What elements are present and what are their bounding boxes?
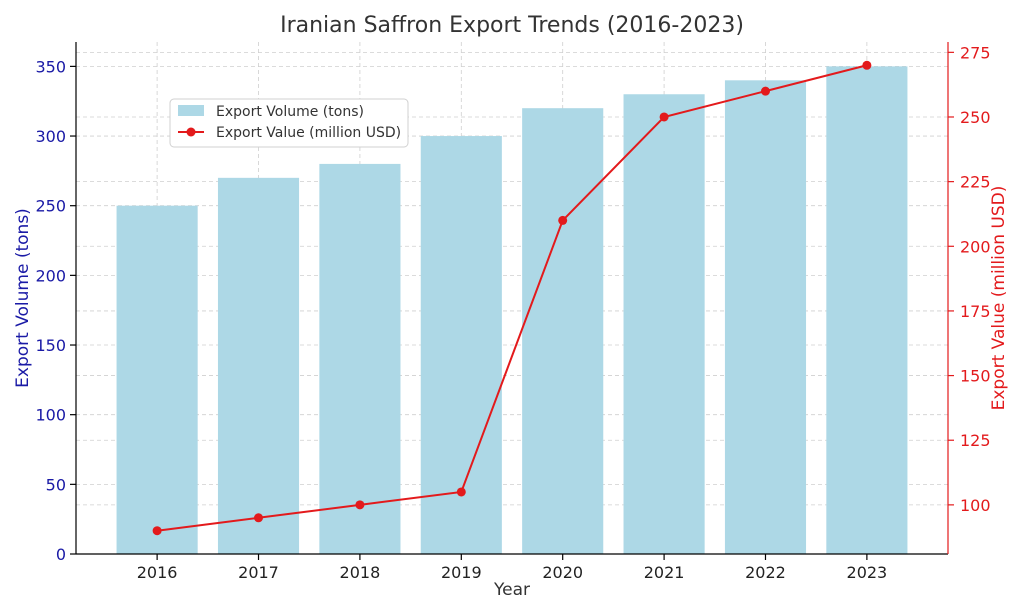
x-tick-label: 2022 bbox=[745, 563, 786, 582]
point-2019 bbox=[456, 487, 466, 497]
value-line bbox=[156, 64, 868, 532]
left-tick-label: 350 bbox=[35, 57, 66, 76]
point-2023 bbox=[862, 60, 872, 70]
bar-2018 bbox=[319, 163, 401, 554]
right-y-axis-title: Export Value (million USD) bbox=[989, 186, 1009, 411]
left-tick-label: 300 bbox=[35, 127, 66, 146]
tick-labels: 0 50 100 150 200 250 300 350 100 125 150 175 200 225 2… bbox=[35, 43, 990, 582]
bar-2022 bbox=[724, 80, 807, 554]
line-series bbox=[152, 60, 872, 536]
point-2017 bbox=[254, 513, 264, 523]
left-tick-label: 100 bbox=[35, 406, 66, 425]
left-tick-label: 250 bbox=[35, 197, 66, 216]
x-tick-label: 2018 bbox=[340, 563, 381, 582]
bar-2017 bbox=[217, 177, 300, 554]
x-tick-label: 2023 bbox=[847, 563, 888, 582]
right-tick-label: 275 bbox=[960, 43, 991, 62]
legend-label-value: Export Value (million USD) bbox=[216, 125, 401, 141]
legend-box bbox=[169, 98, 409, 148]
left-tick-label: 0 bbox=[56, 545, 66, 564]
legend-line-marker bbox=[186, 127, 196, 137]
right-tick-label: 225 bbox=[960, 173, 991, 192]
right-tick-label: 100 bbox=[960, 496, 991, 515]
x-tick-label: 2019 bbox=[441, 563, 482, 582]
left-tick-label: 50 bbox=[46, 475, 66, 494]
left-y-axis-title: Export Volume (tons) bbox=[13, 208, 33, 388]
legend: Export Volume (tons) Export Value (milli… bbox=[169, 98, 409, 148]
bar-2023 bbox=[826, 66, 908, 554]
axes bbox=[70, 42, 954, 560]
bar-2016 bbox=[116, 205, 198, 554]
point-2020 bbox=[558, 215, 568, 225]
bar-2019 bbox=[420, 136, 502, 554]
point-2021 bbox=[659, 112, 669, 122]
point-2016 bbox=[152, 526, 162, 536]
right-tick-label: 150 bbox=[960, 367, 991, 386]
right-tick-label: 175 bbox=[960, 302, 991, 321]
right-tick-label: 250 bbox=[960, 108, 991, 127]
point-2022 bbox=[760, 86, 770, 96]
right-tick-label: 200 bbox=[960, 237, 991, 256]
chart-title: Iranian Saffron Export Trends (2016-2023… bbox=[280, 13, 744, 38]
left-tick-label: 150 bbox=[35, 336, 66, 355]
right-tick-label: 125 bbox=[960, 431, 991, 450]
legend-bar-swatch bbox=[178, 105, 204, 116]
legend-label-volume: Export Volume (tons) bbox=[216, 104, 364, 120]
point-2018 bbox=[355, 500, 365, 510]
left-tick-label: 200 bbox=[35, 266, 66, 285]
bar-2021 bbox=[623, 94, 705, 554]
x-tick-label: 2020 bbox=[542, 563, 583, 582]
bar-2020 bbox=[522, 108, 604, 554]
x-tick-label: 2017 bbox=[238, 563, 279, 582]
x-axis-title: Year bbox=[493, 580, 530, 600]
bar-series bbox=[116, 66, 908, 554]
x-tick-label: 2021 bbox=[644, 563, 685, 582]
x-tick-label: 2016 bbox=[137, 563, 178, 582]
